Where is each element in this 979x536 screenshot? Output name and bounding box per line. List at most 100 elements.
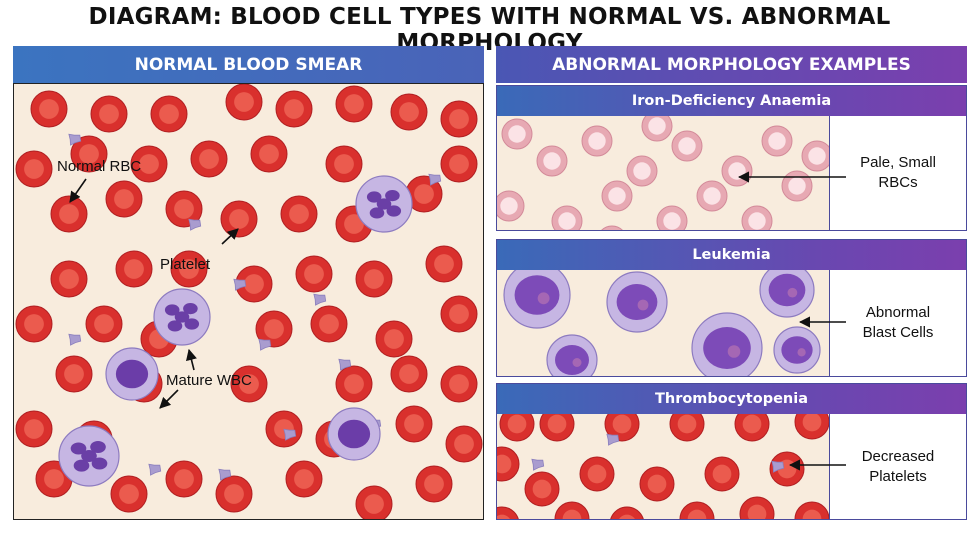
rbc-cell — [90, 95, 128, 133]
rbc-cell — [215, 475, 253, 513]
pale-rbc — [626, 155, 658, 187]
rbc-cell — [130, 145, 168, 183]
rbc-cell — [739, 496, 775, 519]
blast-cell-label-line1: Abnormal — [865, 304, 931, 321]
pale-rbc — [656, 205, 688, 230]
rbc-cell — [225, 84, 263, 121]
wbc-cell — [327, 407, 381, 461]
low-platelet-label-line2: Platelets — [869, 467, 927, 485]
rbc-cell — [610, 506, 644, 519]
abnormal-examples-header: ABNORMAL MORPHOLOGY EXAMPLES — [496, 46, 967, 83]
platelet-cell — [233, 278, 247, 291]
wbc-cell — [153, 288, 211, 346]
platelet-cell — [771, 460, 785, 473]
rbc-cell — [50, 260, 88, 298]
rbc-cell — [375, 320, 413, 358]
platelet-cell — [428, 173, 442, 186]
rbc-cell — [70, 135, 108, 173]
rbc-cell — [734, 414, 770, 442]
pale-rbc — [671, 130, 703, 162]
rbc-cell — [235, 265, 273, 303]
rbc-cell — [445, 425, 483, 463]
rbc-cell — [425, 245, 463, 283]
rbc-cell — [355, 485, 393, 519]
rbc-cell — [395, 405, 433, 443]
normal-smear-header: NORMAL BLOOD SMEAR — [13, 46, 484, 83]
rbc-cell — [497, 446, 520, 482]
rbc-cell — [704, 456, 740, 492]
rbc-cell — [85, 305, 123, 343]
rbc-cell — [310, 305, 348, 343]
rbc-cell — [110, 475, 148, 513]
rbc-cell — [105, 180, 143, 218]
rbc-cell — [390, 355, 428, 393]
wbc-cell — [105, 347, 159, 401]
platelet-cell — [148, 463, 162, 476]
rbc-cell — [355, 260, 393, 298]
pale-rbc-label-line2: RBCs — [878, 174, 918, 191]
rbc-cell — [55, 355, 93, 393]
pale-rbc — [641, 116, 673, 142]
rbc-cell — [325, 145, 363, 183]
platelet-cell — [531, 458, 545, 471]
normal-smear-illustration — [15, 84, 483, 519]
rbc-cell — [230, 365, 268, 403]
low-platelet-label-line1: Decreased — [861, 447, 935, 465]
low-platelet-field — [497, 414, 829, 519]
wbc-cell — [355, 175, 413, 233]
normal-smear-panel: Normal RBC Platelet Mature WBC — [13, 83, 484, 520]
rbc-cell — [15, 305, 53, 343]
wbc-cell — [759, 270, 815, 318]
mature-wbc-label: Mature WBC — [166, 372, 252, 389]
rbc-cell — [405, 175, 443, 213]
rbc-cell — [539, 414, 575, 442]
rbc-cell — [15, 410, 53, 448]
rbc-cell — [250, 135, 288, 173]
rbc-cell — [295, 255, 333, 293]
platelet-cell — [283, 428, 297, 441]
platelet-cell — [313, 293, 327, 306]
pale-rbc-label-line1: Pale, Small — [860, 154, 936, 171]
rbc-cell — [255, 310, 293, 348]
pale-rbc — [497, 190, 525, 222]
pale-rbc-field — [497, 116, 829, 230]
rbc-cell — [275, 90, 313, 128]
rbc-cell — [794, 414, 829, 440]
pale-rbc — [801, 140, 829, 172]
pale-rbc — [721, 155, 753, 187]
rbc-cell — [285, 460, 323, 498]
pale-rbc — [781, 170, 813, 202]
wbc-cell — [606, 271, 668, 333]
rbc-cell — [30, 90, 68, 128]
normal-rbc-label: Normal RBC — [57, 158, 142, 175]
wbc-cell — [546, 334, 598, 376]
wbc-cell — [691, 312, 763, 376]
rbc-cell — [415, 465, 453, 503]
pale-rbc — [501, 118, 533, 150]
pale-rbc — [741, 205, 773, 230]
platelet-cell — [218, 468, 232, 481]
platelet-cell — [68, 333, 82, 346]
leukemia-section: Leukemia Abnormal Blast Cells — [496, 239, 967, 377]
rbc-cell — [604, 414, 640, 442]
iron-deficiency-section: Iron-Deficiency Anaemia Pale, Small RBCs — [496, 85, 967, 231]
rbc-cell — [190, 140, 228, 178]
rbc-cell — [669, 414, 705, 442]
thrombocytopenia-header: Thrombocytopenia — [497, 384, 966, 414]
abnormal-examples-panel: Iron-Deficiency Anaemia Pale, Small RBCs… — [496, 83, 967, 520]
rbc-cell — [335, 85, 373, 123]
leukemia-header: Leukemia — [497, 240, 966, 270]
diagram-title: DIAGRAM: BLOOD CELL TYPES WITH NORMAL VS… — [88, 4, 891, 56]
rbc-cell — [440, 100, 478, 138]
rbc-cell — [497, 506, 519, 519]
rbc-cell — [524, 471, 560, 507]
wbc-cell — [58, 425, 120, 487]
platelet-label: Platelet — [160, 256, 211, 273]
rbc-cell — [335, 365, 373, 403]
low-platelet-label: Decreased Platelets — [829, 414, 966, 519]
thrombocytopenia-section: Thrombocytopenia Decreased Platelets — [496, 383, 967, 520]
rbc-cell — [280, 195, 318, 233]
rbc-cell — [115, 250, 153, 288]
platelet-cell — [606, 433, 620, 446]
pale-rbc — [601, 225, 623, 230]
